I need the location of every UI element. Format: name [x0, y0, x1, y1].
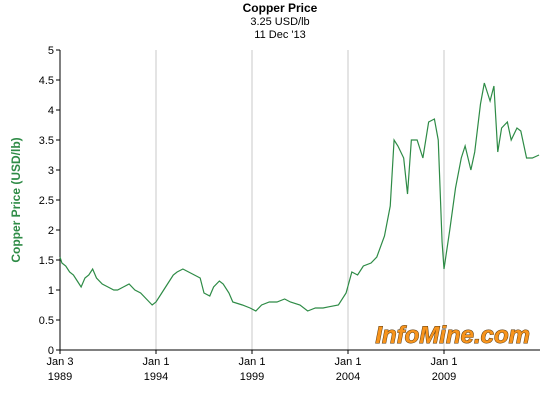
x-tick-label: Jan 3 [47, 356, 74, 368]
y-tick-label: 5 [48, 45, 54, 57]
chart-date: 11 Dec '13 [254, 29, 305, 41]
y-tick-label: 2 [48, 225, 54, 237]
y-tick-label: 4 [48, 105, 54, 117]
y-tick-label: 3 [48, 165, 54, 177]
price-line [59, 82, 540, 312]
x-tick-label: 1999 [240, 371, 264, 383]
y-tick-label: 0 [48, 345, 54, 357]
y-tick-label: 3.5 [39, 135, 54, 147]
watermark: InfoMine.com [375, 322, 530, 349]
chart-title: Copper Price [243, 1, 318, 15]
x-tick-label: Jan 1 [431, 356, 458, 368]
x-tick-label: Jan 1 [143, 356, 170, 368]
y-tick-label: 2.5 [39, 195, 54, 207]
y-tick-label: 0.5 [39, 315, 54, 327]
chart-subtitle: 3.25 USD/lb [250, 16, 309, 28]
y-tick-label: 1.5 [39, 255, 54, 267]
x-tick-label: 1989 [48, 371, 72, 383]
x-tick-label: Jan 1 [335, 356, 362, 368]
y-tick-label: 1 [48, 285, 54, 297]
x-tick-label: 2004 [336, 371, 360, 383]
x-tick-label: 1994 [144, 371, 168, 383]
x-tick-label: 2009 [432, 371, 456, 383]
y-axis-label: Copper Price (USD/lb) [9, 137, 23, 262]
x-tick-label: Jan 1 [239, 356, 266, 368]
y-tick-label: 4.5 [39, 75, 54, 87]
